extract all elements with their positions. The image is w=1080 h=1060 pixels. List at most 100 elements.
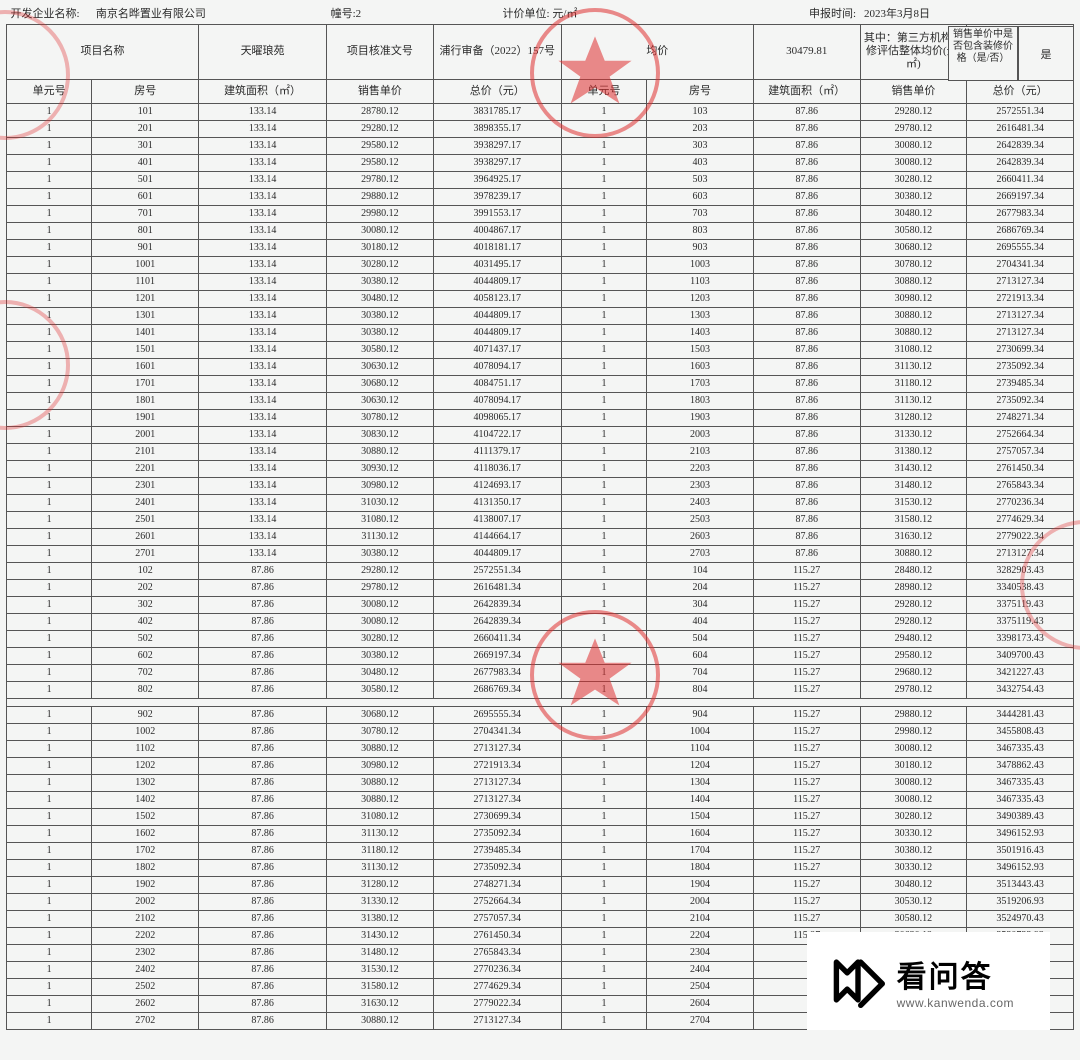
company-name: 南京名晔置业有限公司 — [92, 4, 327, 24]
table-cell: 30080.12 — [860, 137, 967, 154]
table-cell: 87.86 — [753, 205, 860, 222]
table-cell: 133.14 — [199, 120, 327, 137]
table-cell: 115.27 — [753, 842, 860, 859]
table-cell: 1001 — [92, 256, 199, 273]
table-row: 1201133.1429280.123898355.17120387.86297… — [7, 120, 1074, 137]
table-cell: 3496152.93 — [967, 859, 1074, 876]
table-cell: 87.86 — [753, 341, 860, 358]
table-cell: 2713127.34 — [433, 774, 561, 791]
table-cell: 2504 — [647, 978, 754, 995]
table-cell: 4004867.17 — [433, 222, 561, 239]
table-cell: 4138007.17 — [433, 511, 561, 528]
table-cell: 31330.12 — [860, 426, 967, 443]
table-cell: 31430.12 — [860, 460, 967, 477]
table-cell: 4078094.17 — [433, 392, 561, 409]
table-cell: 1602 — [92, 825, 199, 842]
table-cell: 104 — [647, 562, 754, 579]
table-cell: 29580.12 — [327, 137, 434, 154]
table-cell: 87.86 — [199, 757, 327, 774]
table-cell: 30580.12 — [327, 341, 434, 358]
table-cell: 3513443.43 — [967, 876, 1074, 893]
table-cell: 2601 — [92, 528, 199, 545]
table-cell: 29280.12 — [327, 120, 434, 137]
table-cell: 30880.12 — [327, 774, 434, 791]
table-cell: 902 — [92, 706, 199, 723]
table-cell: 1 — [7, 239, 92, 256]
table-cell: 1 — [7, 842, 92, 859]
table-cell: 2765843.34 — [967, 477, 1074, 494]
table-cell: 2302 — [92, 944, 199, 961]
table-cell: 1703 — [647, 375, 754, 392]
table-cell: 801 — [92, 222, 199, 239]
table-cell: 87.86 — [199, 681, 327, 698]
table-cell: 4124693.17 — [433, 477, 561, 494]
table-cell: 1 — [7, 477, 92, 494]
table-cell: 1 — [561, 460, 646, 477]
table-cell: 3938297.17 — [433, 154, 561, 171]
table-cell: 87.86 — [753, 545, 860, 562]
table-cell: 2770236.34 — [967, 494, 1074, 511]
table-cell: 2757057.34 — [967, 443, 1074, 460]
watermark: 看问答 www.kanwenda.com — [807, 932, 1050, 1030]
table-cell: 2404 — [647, 961, 754, 978]
table-cell: 1 — [561, 545, 646, 562]
table-cell: 87.86 — [199, 978, 327, 995]
table-cell: 31530.12 — [327, 961, 434, 978]
table-cell: 2104 — [647, 910, 754, 927]
table-cell: 30280.12 — [860, 171, 967, 188]
table-cell: 1 — [561, 910, 646, 927]
table-cell: 87.86 — [199, 774, 327, 791]
table-cell: 30180.12 — [860, 757, 967, 774]
table-cell: 1 — [561, 630, 646, 647]
table-cell: 1 — [7, 1012, 92, 1029]
col-unit-r: 单元号 — [561, 79, 646, 103]
table-cell: 4044809.17 — [433, 307, 561, 324]
table-cell: 1102 — [92, 740, 199, 757]
table-cell: 87.86 — [753, 120, 860, 137]
table-cell: 1 — [561, 740, 646, 757]
table-cell: 4111379.17 — [433, 443, 561, 460]
table-cell: 133.14 — [199, 273, 327, 290]
table-cell: 115.27 — [753, 630, 860, 647]
table-cell: 1 — [561, 205, 646, 222]
table-cell: 1 — [7, 545, 92, 562]
table-cell: 3467335.43 — [967, 740, 1074, 757]
table-cell: 1503 — [647, 341, 754, 358]
table-cell: 133.14 — [199, 409, 327, 426]
table-cell: 1 — [7, 460, 92, 477]
table-cell: 133.14 — [199, 290, 327, 307]
table-cell: 1 — [7, 647, 92, 664]
table-row: 190287.8630680.122695555.341904115.27298… — [7, 706, 1074, 723]
unit-label: 计价单位: 元/㎡ — [433, 4, 646, 24]
table-cell: 1 — [561, 647, 646, 664]
watermark-url: www.kanwenda.com — [897, 996, 1014, 1010]
table-cell: 87.86 — [753, 273, 860, 290]
table-cell: 2721913.34 — [433, 757, 561, 774]
price-table: 开发企业名称: 南京名晔置业有限公司 幢号:2 计价单位: 元/㎡ 申报时间: … — [6, 4, 1074, 1030]
table-cell: 2695555.34 — [967, 239, 1074, 256]
table-cell: 1 — [561, 961, 646, 978]
table-cell: 87.86 — [199, 596, 327, 613]
table-cell: 2713127.34 — [433, 740, 561, 757]
table-cell: 1 — [561, 859, 646, 876]
table-cell: 2642839.34 — [967, 137, 1074, 154]
table-cell: 115.27 — [753, 706, 860, 723]
table-cell: 133.14 — [199, 545, 327, 562]
table-cell: 29580.12 — [327, 154, 434, 171]
table-cell: 2642839.34 — [433, 613, 561, 630]
table-cell: 133.14 — [199, 511, 327, 528]
table-cell: 701 — [92, 205, 199, 222]
sec-approval-label: 项目核准文号 — [327, 24, 434, 79]
table-cell: 1 — [7, 443, 92, 460]
table-cell: 203 — [647, 120, 754, 137]
table-row: 11601133.1430630.124078094.171160387.863… — [7, 358, 1074, 375]
table-cell: 401 — [92, 154, 199, 171]
table-cell: 2704341.34 — [433, 723, 561, 740]
table-cell: 1 — [7, 273, 92, 290]
table-cell: 4044809.17 — [433, 324, 561, 341]
table-cell: 1 — [7, 740, 92, 757]
table-cell: 4058123.17 — [433, 290, 561, 307]
table-row: 1401133.1429580.123938297.17140387.86300… — [7, 154, 1074, 171]
table-cell: 30530.12 — [860, 893, 967, 910]
table-cell: 1 — [561, 188, 646, 205]
